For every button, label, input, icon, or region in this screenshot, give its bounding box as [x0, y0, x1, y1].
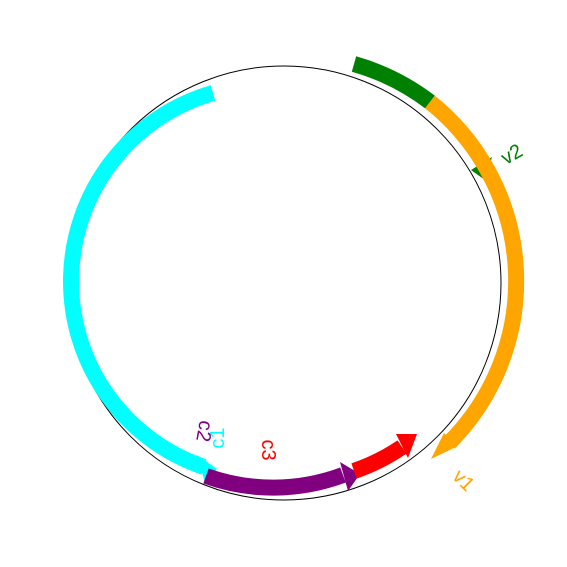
feature-v1-label: v1: [448, 466, 478, 496]
feature-v2-arc: [351, 56, 435, 109]
feature-c3-label: c3: [257, 439, 279, 460]
feature-c1-arc: [63, 85, 216, 475]
feature-c1-label: c1: [207, 427, 229, 448]
feature-c3-arc: [351, 440, 407, 479]
feature-v1-arrowhead: [431, 433, 458, 459]
feature-c2-label: c2: [191, 419, 216, 444]
feature-c2-arrowhead: [340, 462, 360, 491]
feature-c3-arrowhead: [396, 434, 417, 458]
feature-v1-arc: [425, 95, 525, 449]
feature-c2-arc: [203, 467, 346, 496]
feature-c1-arrowhead: [197, 455, 217, 483]
feature-v2-label: v2: [497, 140, 526, 170]
